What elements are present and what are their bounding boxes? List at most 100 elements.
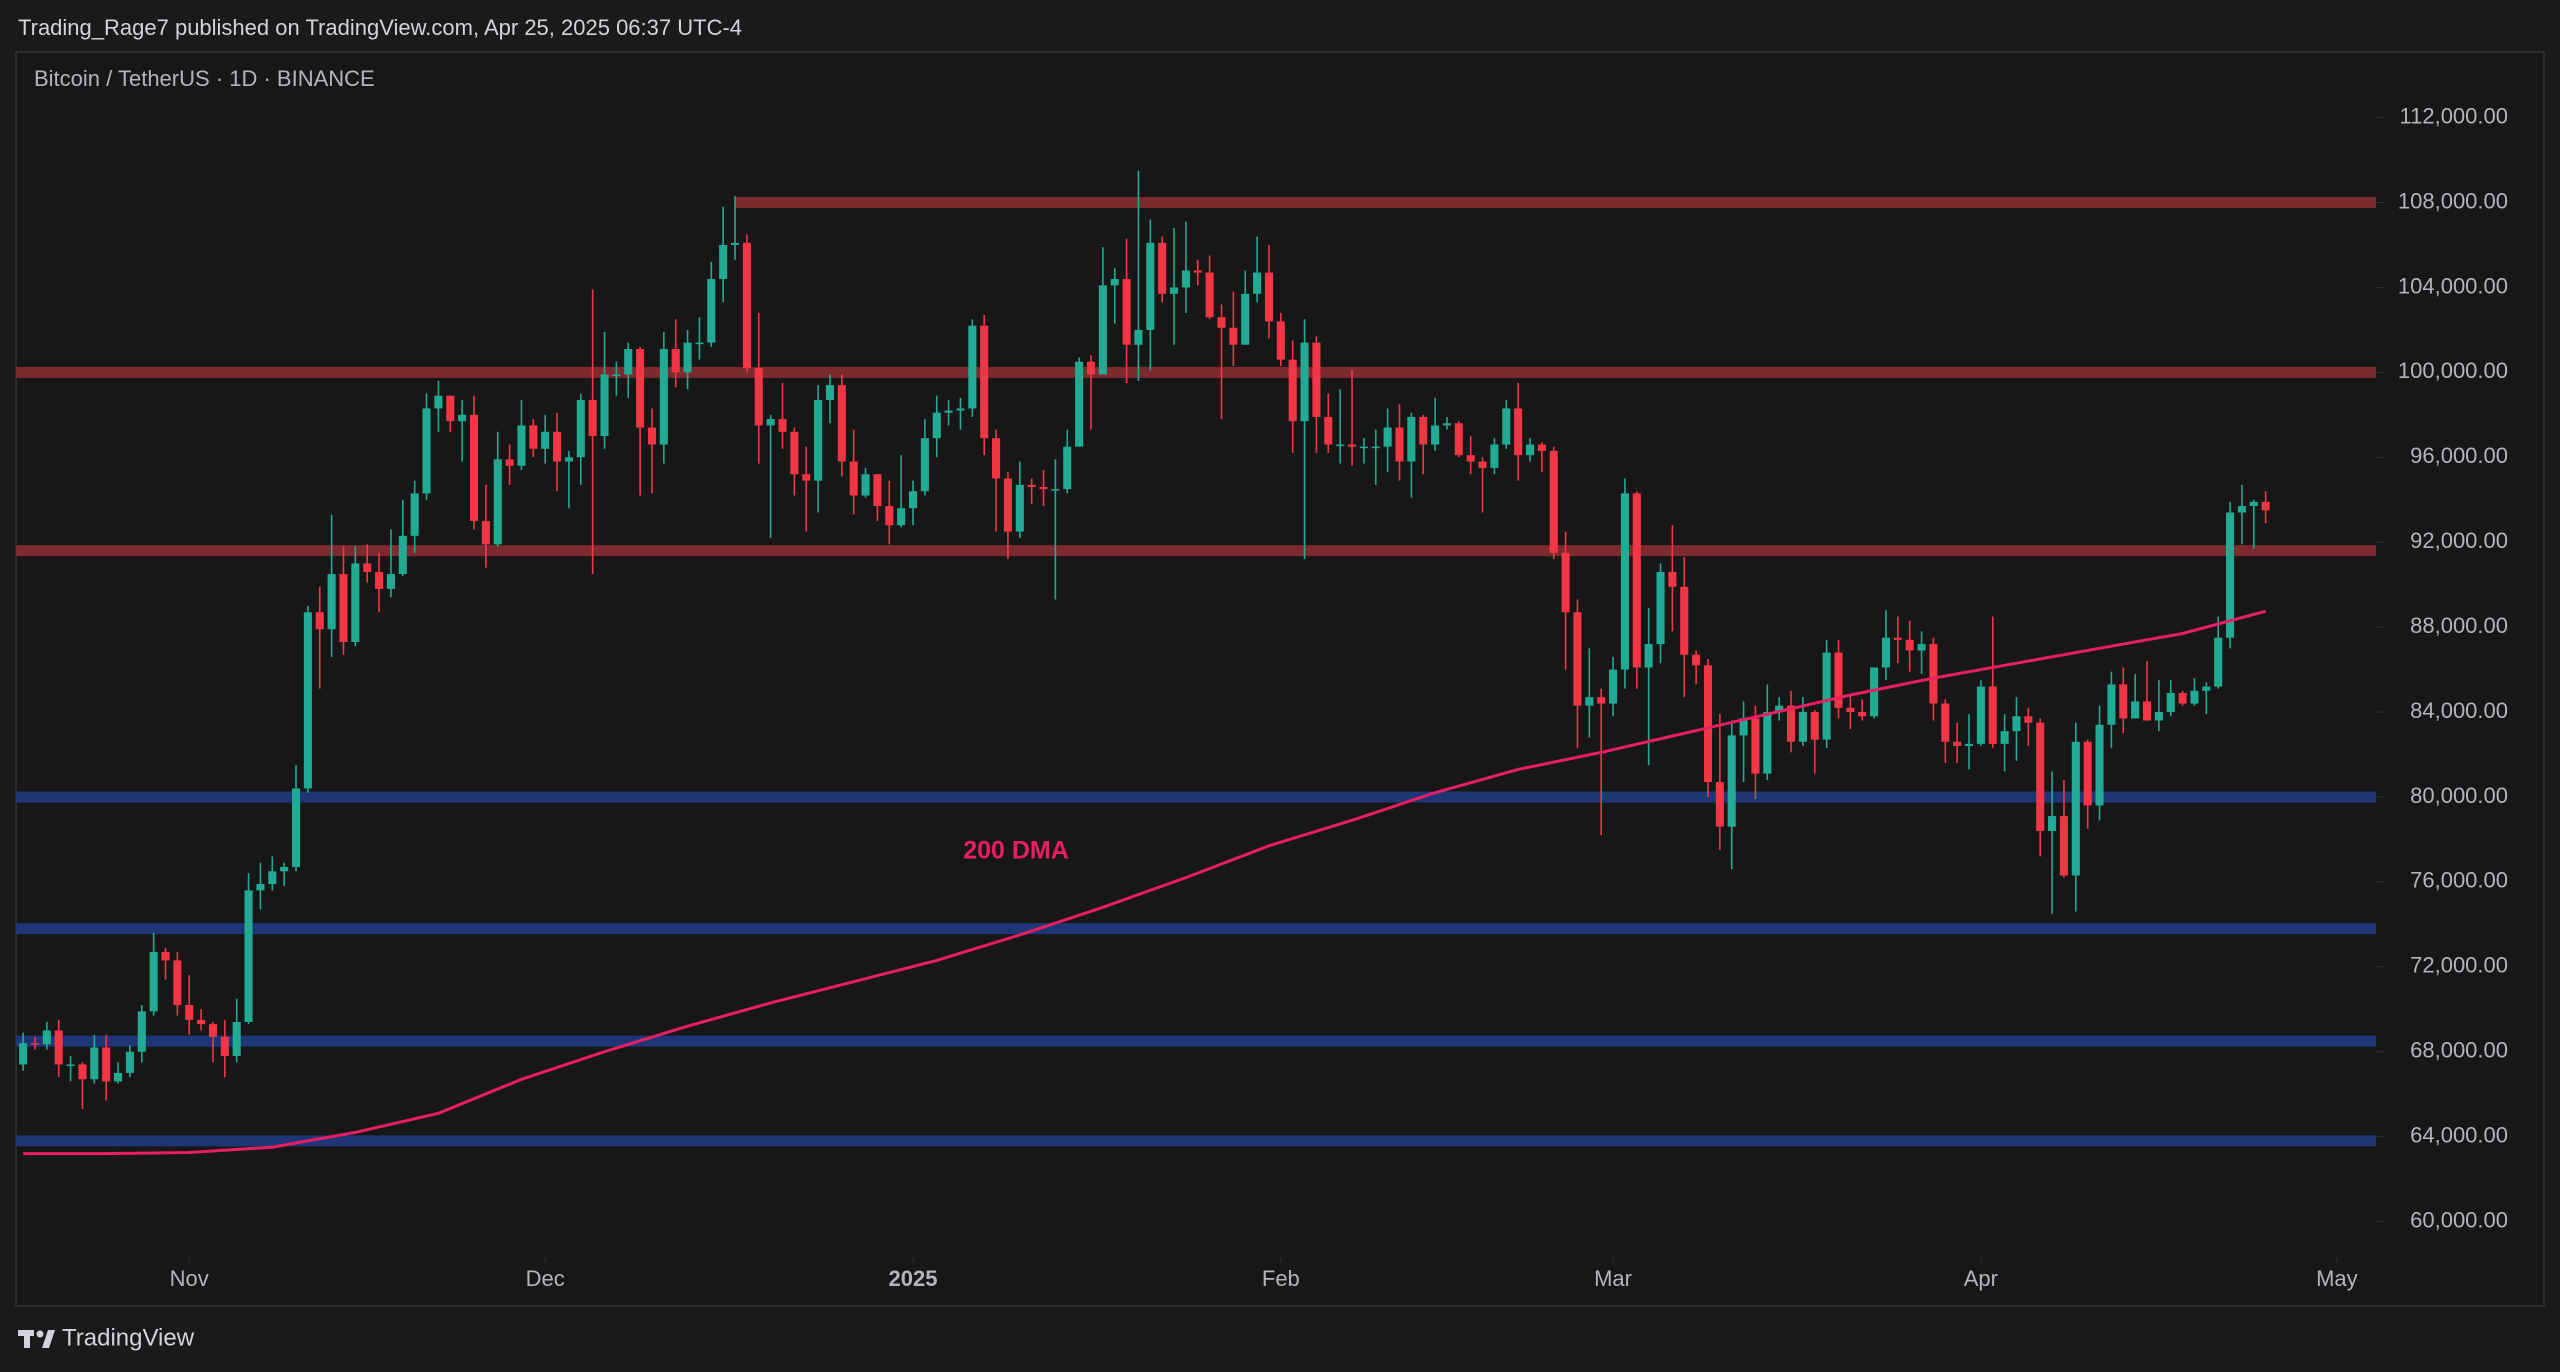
candle-body bbox=[1181, 270, 1190, 288]
candle-body bbox=[790, 431, 799, 475]
candle-body bbox=[291, 788, 301, 868]
candle-body bbox=[1039, 486, 1048, 490]
candle-body bbox=[1170, 287, 1179, 294]
plot: 60,000.00 64,000.00 68,000.00 72,000.00 76,0… bbox=[16, 103, 2508, 1291]
candle-body bbox=[1917, 644, 1926, 651]
y-tick-label: 68,000.00 bbox=[2410, 1038, 2508, 1063]
candle-body bbox=[1146, 242, 1155, 330]
candle-body bbox=[1525, 444, 1535, 456]
candle-body bbox=[1834, 652, 1843, 708]
candle-body bbox=[19, 1043, 28, 1065]
candle-body bbox=[2048, 816, 2057, 831]
candle-body bbox=[1549, 450, 1558, 553]
candle-body bbox=[54, 1030, 63, 1065]
chart-title: Bitcoin / TetherUS · 1D · BINANCE bbox=[34, 66, 375, 91]
candle-body bbox=[493, 459, 502, 545]
x-tick-label: Feb bbox=[1262, 1266, 1300, 1291]
candle-body bbox=[505, 459, 514, 466]
chart-pane bbox=[15, 51, 2545, 1307]
candle-body bbox=[137, 1011, 146, 1052]
candle-body bbox=[1858, 712, 1867, 717]
candle-body bbox=[671, 349, 680, 373]
candle-body bbox=[1739, 718, 1748, 736]
candle-body bbox=[410, 493, 419, 536]
candle-body bbox=[1893, 637, 1902, 640]
candle-body bbox=[683, 342, 692, 373]
line-annotation: 200 DMA bbox=[963, 837, 1069, 865]
candle-body bbox=[1751, 718, 1760, 774]
candle-body bbox=[612, 374, 621, 376]
candle-body bbox=[232, 1021, 241, 1056]
candle-body bbox=[1561, 552, 1570, 613]
candle-body bbox=[197, 1019, 206, 1025]
candle-body bbox=[2024, 716, 2033, 723]
candle-body bbox=[339, 574, 348, 642]
candle-body bbox=[2202, 686, 2211, 691]
candle-body bbox=[624, 349, 633, 375]
y-tick-label: 108,000.00 bbox=[2398, 188, 2508, 213]
candle-body bbox=[1964, 743, 1974, 747]
candle-body bbox=[1098, 285, 1107, 375]
candle-body bbox=[481, 520, 490, 545]
candle-body bbox=[1514, 408, 1523, 456]
candle-body bbox=[327, 574, 336, 630]
candle-body bbox=[1063, 446, 1072, 490]
candle-body bbox=[1110, 278, 1119, 286]
candle-body bbox=[1490, 444, 1499, 468]
x-tick-label: Nov bbox=[170, 1266, 209, 1291]
candle-body bbox=[920, 438, 929, 492]
candle-body bbox=[553, 431, 562, 462]
candle-body bbox=[1703, 665, 1713, 783]
candle-body bbox=[1976, 686, 1985, 744]
candle-body bbox=[185, 1005, 194, 1020]
y-tick-label: 92,000.00 bbox=[2410, 528, 2508, 553]
candle-body bbox=[1264, 272, 1274, 322]
candle-body bbox=[600, 374, 609, 437]
candle-body bbox=[837, 385, 846, 462]
candle-body bbox=[2166, 692, 2175, 713]
candle-body bbox=[1276, 321, 1285, 360]
candle-body bbox=[1383, 427, 1392, 447]
candle-body bbox=[956, 408, 965, 411]
candle-body bbox=[2012, 716, 2021, 732]
candle-body bbox=[1573, 612, 1582, 706]
y-tick-label: 64,000.00 bbox=[2410, 1122, 2508, 1147]
candle-body bbox=[375, 571, 384, 589]
candle-body bbox=[825, 385, 834, 400]
candle-body bbox=[1347, 444, 1357, 447]
candle-body bbox=[2237, 506, 2246, 513]
x-tick-label: Mar bbox=[1594, 1266, 1632, 1291]
y-tick-label: 104,000.00 bbox=[2398, 273, 2508, 298]
candle-body bbox=[114, 1072, 123, 1082]
x-tick-label: Dec bbox=[526, 1266, 565, 1291]
candle-body bbox=[517, 425, 526, 466]
candle-body bbox=[1846, 707, 1855, 713]
candle-body bbox=[1585, 697, 1594, 706]
candle-body bbox=[1217, 317, 1226, 328]
candle-body bbox=[1988, 686, 1997, 744]
candle-body bbox=[2095, 724, 2104, 806]
candle-body bbox=[2059, 816, 2068, 876]
candle-body bbox=[30, 1043, 40, 1045]
candle-body bbox=[932, 412, 941, 439]
candle-body bbox=[446, 395, 455, 422]
candle-body bbox=[1881, 637, 1890, 668]
candle-body bbox=[268, 871, 277, 884]
candle-body bbox=[173, 960, 182, 1006]
candle-body bbox=[78, 1064, 87, 1080]
candle-body bbox=[695, 342, 704, 345]
candle-body bbox=[2190, 690, 2199, 704]
candle-body bbox=[766, 419, 775, 426]
candle-body bbox=[256, 883, 265, 891]
candle-body bbox=[1680, 586, 1689, 655]
candle-body bbox=[220, 1036, 229, 1056]
x-tick-label: Apr bbox=[1964, 1266, 1998, 1291]
candle-body bbox=[1431, 425, 1440, 445]
candle-body bbox=[814, 399, 823, 481]
candle-body bbox=[588, 399, 597, 437]
candle-body bbox=[1324, 416, 1333, 445]
candle-body bbox=[1086, 361, 1096, 375]
candle-body bbox=[707, 278, 716, 343]
candle-body bbox=[398, 535, 407, 575]
